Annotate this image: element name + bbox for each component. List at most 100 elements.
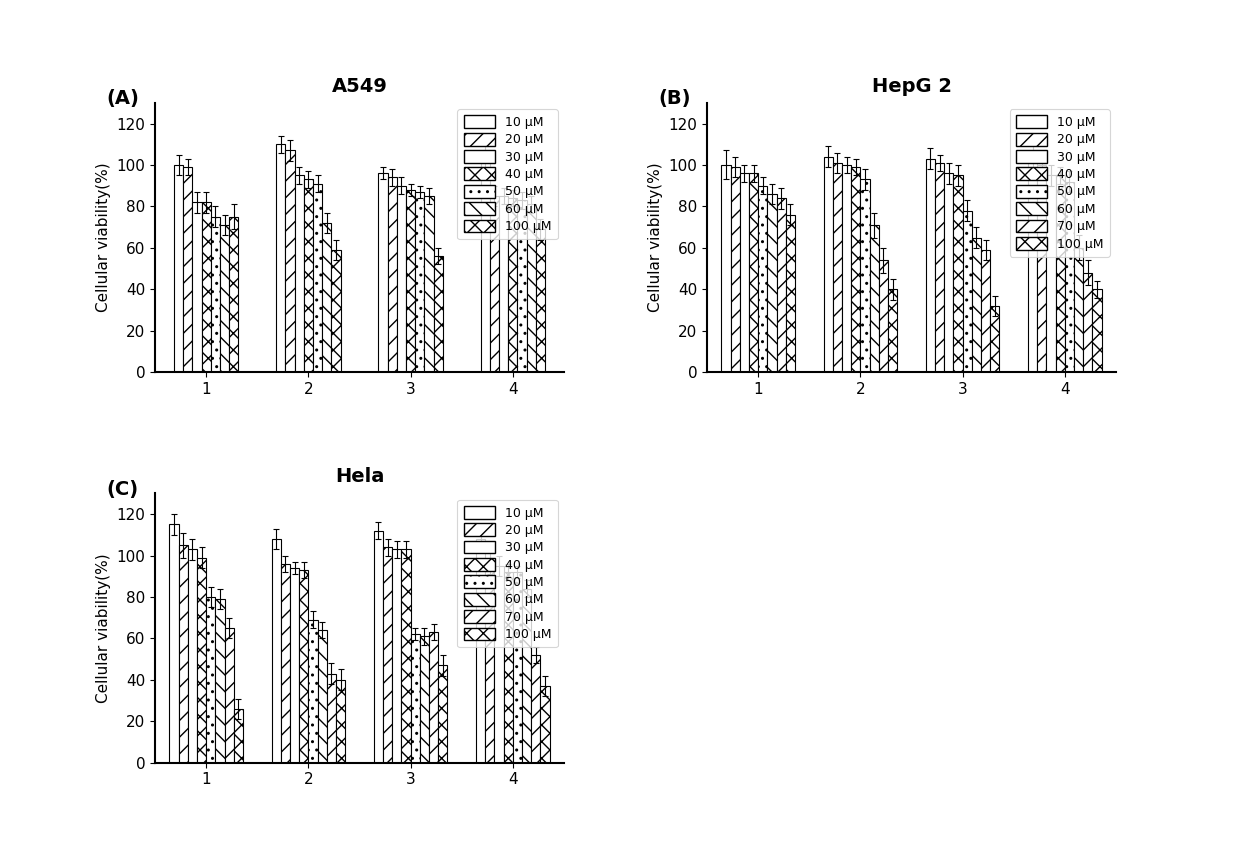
Bar bbox=[944, 173, 954, 372]
Bar bbox=[229, 217, 238, 372]
Bar bbox=[233, 709, 243, 763]
Title: A549: A549 bbox=[331, 77, 387, 96]
Bar bbox=[740, 173, 749, 372]
Legend: 10 μM, 20 μM, 30 μM, 40 μM, 50 μM, 60 μM, 70 μM, 100 μM: 10 μM, 20 μM, 30 μM, 40 μM, 50 μM, 60 μM… bbox=[458, 500, 558, 647]
Title: Hela: Hela bbox=[335, 467, 384, 486]
Bar bbox=[527, 204, 536, 372]
Bar bbox=[402, 549, 410, 763]
Y-axis label: Cellular viability(%): Cellular viability(%) bbox=[649, 163, 663, 312]
Y-axis label: Cellular viability(%): Cellular viability(%) bbox=[95, 554, 110, 703]
Bar bbox=[277, 144, 285, 372]
Bar bbox=[410, 634, 420, 763]
Bar bbox=[536, 229, 546, 372]
Text: (B): (B) bbox=[658, 89, 691, 108]
Bar bbox=[438, 665, 448, 763]
Bar bbox=[317, 630, 327, 763]
Bar bbox=[197, 558, 206, 763]
Bar bbox=[1084, 273, 1092, 372]
Bar bbox=[485, 564, 495, 763]
Bar bbox=[322, 223, 331, 372]
Bar bbox=[776, 198, 786, 372]
Bar bbox=[179, 545, 187, 763]
Bar bbox=[383, 548, 392, 763]
Bar bbox=[926, 159, 935, 372]
Bar bbox=[299, 570, 309, 763]
Bar bbox=[879, 261, 888, 372]
Bar bbox=[272, 539, 280, 763]
Bar bbox=[184, 167, 192, 372]
Bar bbox=[1038, 165, 1047, 372]
Bar bbox=[295, 176, 304, 372]
Bar bbox=[972, 237, 981, 372]
Bar bbox=[424, 196, 434, 372]
Bar bbox=[861, 179, 869, 372]
Bar bbox=[823, 157, 833, 372]
Bar bbox=[503, 572, 513, 763]
Bar bbox=[429, 632, 438, 763]
Bar bbox=[378, 173, 388, 372]
Bar bbox=[373, 530, 383, 763]
Bar bbox=[280, 564, 290, 763]
Bar bbox=[749, 173, 758, 372]
Bar bbox=[842, 165, 851, 372]
Bar bbox=[392, 549, 402, 763]
Bar bbox=[219, 225, 229, 372]
Bar bbox=[954, 176, 962, 372]
Legend: 10 μM, 20 μM, 30 μM, 40 μM, 50 μM, 60 μM, 70 μM, 100 μM: 10 μM, 20 μM, 30 μM, 40 μM, 50 μM, 60 μM… bbox=[1009, 109, 1110, 257]
Bar bbox=[304, 179, 312, 372]
Bar bbox=[211, 217, 219, 372]
Bar bbox=[170, 524, 179, 763]
Bar bbox=[833, 163, 842, 372]
Bar bbox=[290, 568, 299, 763]
Bar bbox=[1074, 248, 1084, 372]
Bar bbox=[327, 674, 336, 763]
Bar bbox=[517, 201, 527, 372]
Bar bbox=[476, 539, 485, 763]
Bar bbox=[851, 167, 861, 372]
Bar bbox=[187, 549, 197, 763]
Bar bbox=[758, 186, 768, 372]
Bar bbox=[962, 211, 972, 372]
Bar bbox=[174, 165, 184, 372]
Bar bbox=[498, 196, 508, 372]
Bar bbox=[309, 620, 317, 763]
Bar bbox=[541, 686, 549, 763]
Bar bbox=[888, 290, 898, 372]
Bar bbox=[991, 306, 999, 372]
Bar bbox=[285, 151, 295, 372]
Bar bbox=[508, 198, 517, 372]
Text: (A): (A) bbox=[105, 89, 139, 108]
Bar bbox=[206, 597, 216, 763]
Bar bbox=[1065, 182, 1074, 372]
Bar bbox=[415, 192, 424, 372]
Legend: 10 μM, 20 μM, 30 μM, 40 μM, 50 μM, 60 μM, 100 μM: 10 μM, 20 μM, 30 μM, 40 μM, 50 μM, 60 μM… bbox=[458, 109, 558, 239]
Bar bbox=[202, 202, 211, 372]
Bar bbox=[730, 167, 740, 372]
Bar bbox=[768, 194, 776, 372]
Bar bbox=[495, 566, 503, 763]
Bar bbox=[1092, 290, 1101, 372]
Title: HepG 2: HepG 2 bbox=[872, 77, 951, 96]
Bar bbox=[522, 589, 531, 763]
Text: (C): (C) bbox=[105, 480, 138, 499]
Bar bbox=[216, 599, 224, 763]
Bar bbox=[513, 572, 522, 763]
Bar bbox=[490, 196, 498, 372]
Bar bbox=[1047, 176, 1055, 372]
Bar bbox=[192, 202, 202, 372]
Bar bbox=[869, 225, 879, 372]
Bar bbox=[405, 190, 415, 372]
Bar bbox=[531, 655, 541, 763]
Bar bbox=[786, 215, 795, 372]
Bar bbox=[336, 680, 345, 763]
Bar bbox=[1055, 176, 1065, 372]
Bar bbox=[420, 637, 429, 763]
Bar bbox=[224, 628, 233, 763]
Bar bbox=[312, 183, 322, 372]
Bar bbox=[481, 159, 490, 372]
Bar bbox=[434, 256, 443, 372]
Bar bbox=[981, 250, 991, 372]
Bar bbox=[935, 163, 944, 372]
Bar bbox=[331, 250, 341, 372]
Bar bbox=[722, 165, 730, 372]
